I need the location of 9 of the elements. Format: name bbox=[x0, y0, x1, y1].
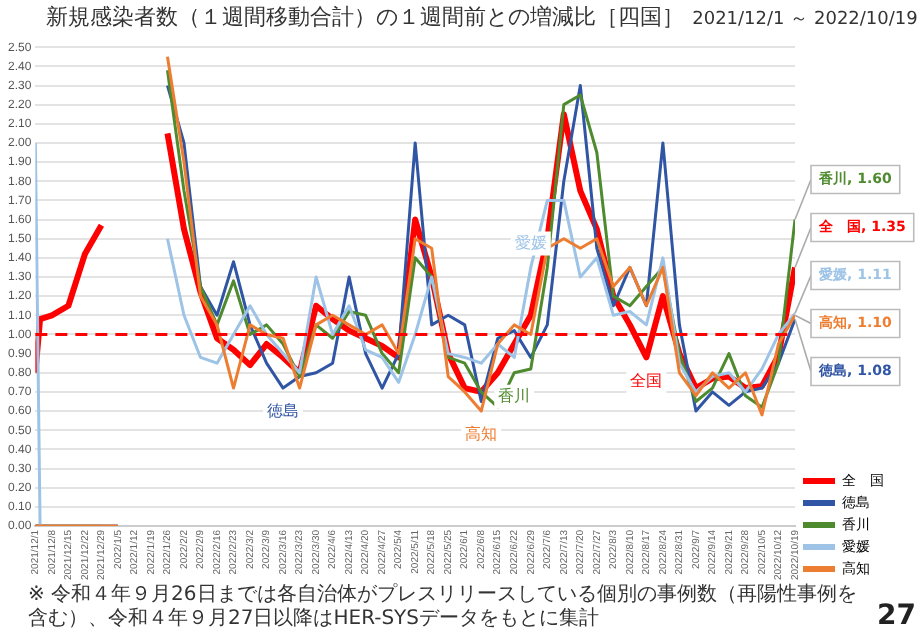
annotation: 愛媛 bbox=[514, 233, 547, 252]
text: ※ 令和４年９月26日までは各自治体がプレスリリースしている個別の事例数（再陽性事例を含む）、令和４年９月27日以降はHER-SYSデータをもとに集計 bbox=[28, 584, 859, 632]
annotation: 香川 bbox=[498, 386, 531, 405]
annotation: 高知 bbox=[465, 425, 498, 444]
annotation: 全国 bbox=[630, 371, 663, 390]
annotation: 徳島 bbox=[267, 402, 300, 421]
text: 27 bbox=[877, 600, 916, 632]
chart-subtitle: 2021/12/1 ～ 2022/10/19 bbox=[692, 10, 918, 30]
chart-title: 新規感染者数（１週間移動合計）の１週間前との増減比［四国］ bbox=[46, 4, 685, 30]
